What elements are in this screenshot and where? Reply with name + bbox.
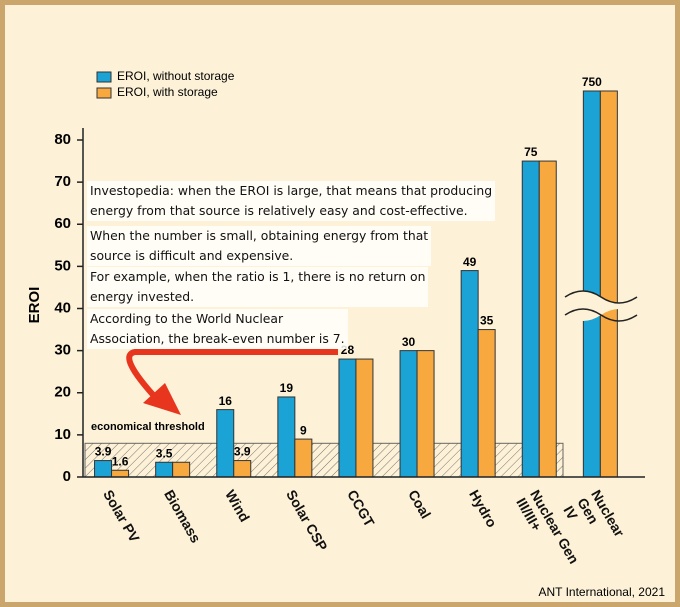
value-label: 16 — [219, 394, 233, 408]
source: ANT International, 2021 — [538, 585, 665, 599]
axis-break-edge — [564, 308, 638, 322]
bar — [172, 461, 191, 478]
value-label: 35 — [480, 314, 494, 328]
value-label: 30 — [402, 335, 416, 349]
bar — [521, 160, 540, 478]
bar — [233, 460, 252, 478]
bar — [460, 270, 479, 478]
value-label: 750 — [582, 75, 602, 89]
y-tick-label: 0 — [63, 468, 71, 485]
annotation: Investopedia: when the EROI is large, th… — [87, 181, 496, 221]
axis-break-edge — [564, 290, 638, 304]
value-label: 19 — [280, 381, 294, 395]
arrow — [126, 349, 338, 400]
bar — [111, 469, 130, 478]
axis-break — [565, 291, 637, 321]
bar — [582, 90, 601, 478]
y-tick-label: 50 — [54, 257, 71, 274]
bar — [416, 350, 435, 478]
bar — [355, 358, 374, 478]
bar — [277, 396, 296, 478]
value-label: 3.9 — [234, 445, 251, 459]
legend-swatch — [96, 71, 112, 83]
bar — [538, 160, 557, 478]
value-label: 49 — [463, 255, 477, 269]
value-label: 1.6 — [112, 454, 129, 468]
value-label: 3.5 — [156, 446, 173, 460]
bar — [338, 358, 357, 478]
legend-label: EROI, with storage — [117, 85, 218, 99]
y-tick-label: 20 — [54, 384, 71, 401]
value-label: 9 — [300, 423, 307, 437]
threshold-label: economical threshold — [91, 421, 205, 433]
bar — [94, 460, 113, 478]
bar — [599, 90, 618, 478]
annotation: According to the World Nuclear Associati… — [87, 309, 348, 349]
y-axis-label: EROI — [26, 287, 43, 324]
y-tick-label: 60 — [54, 215, 71, 232]
y-tick-label: 80 — [54, 131, 71, 148]
y-tick-label: 10 — [54, 426, 71, 443]
annotation: When the number is small, obtaining ener… — [87, 226, 432, 266]
y-tick-label: 30 — [54, 342, 71, 359]
value-label: 3.9 — [95, 445, 112, 459]
bar — [477, 329, 496, 478]
bar — [399, 350, 418, 478]
value-label: 75 — [524, 145, 538, 159]
bar — [216, 409, 235, 478]
bar — [155, 461, 174, 478]
legend-swatch — [96, 87, 112, 99]
bar — [294, 438, 313, 478]
arrow-head — [143, 383, 181, 415]
annotation: For example, when the ratio is 1, there … — [87, 267, 429, 307]
legend-label: EROI, without storage — [117, 69, 235, 83]
y-tick-label: 40 — [54, 299, 71, 316]
y-tick-label: 70 — [54, 173, 71, 190]
chart-svg: EROI ANT International, 2021 economical … — [26, 69, 665, 599]
